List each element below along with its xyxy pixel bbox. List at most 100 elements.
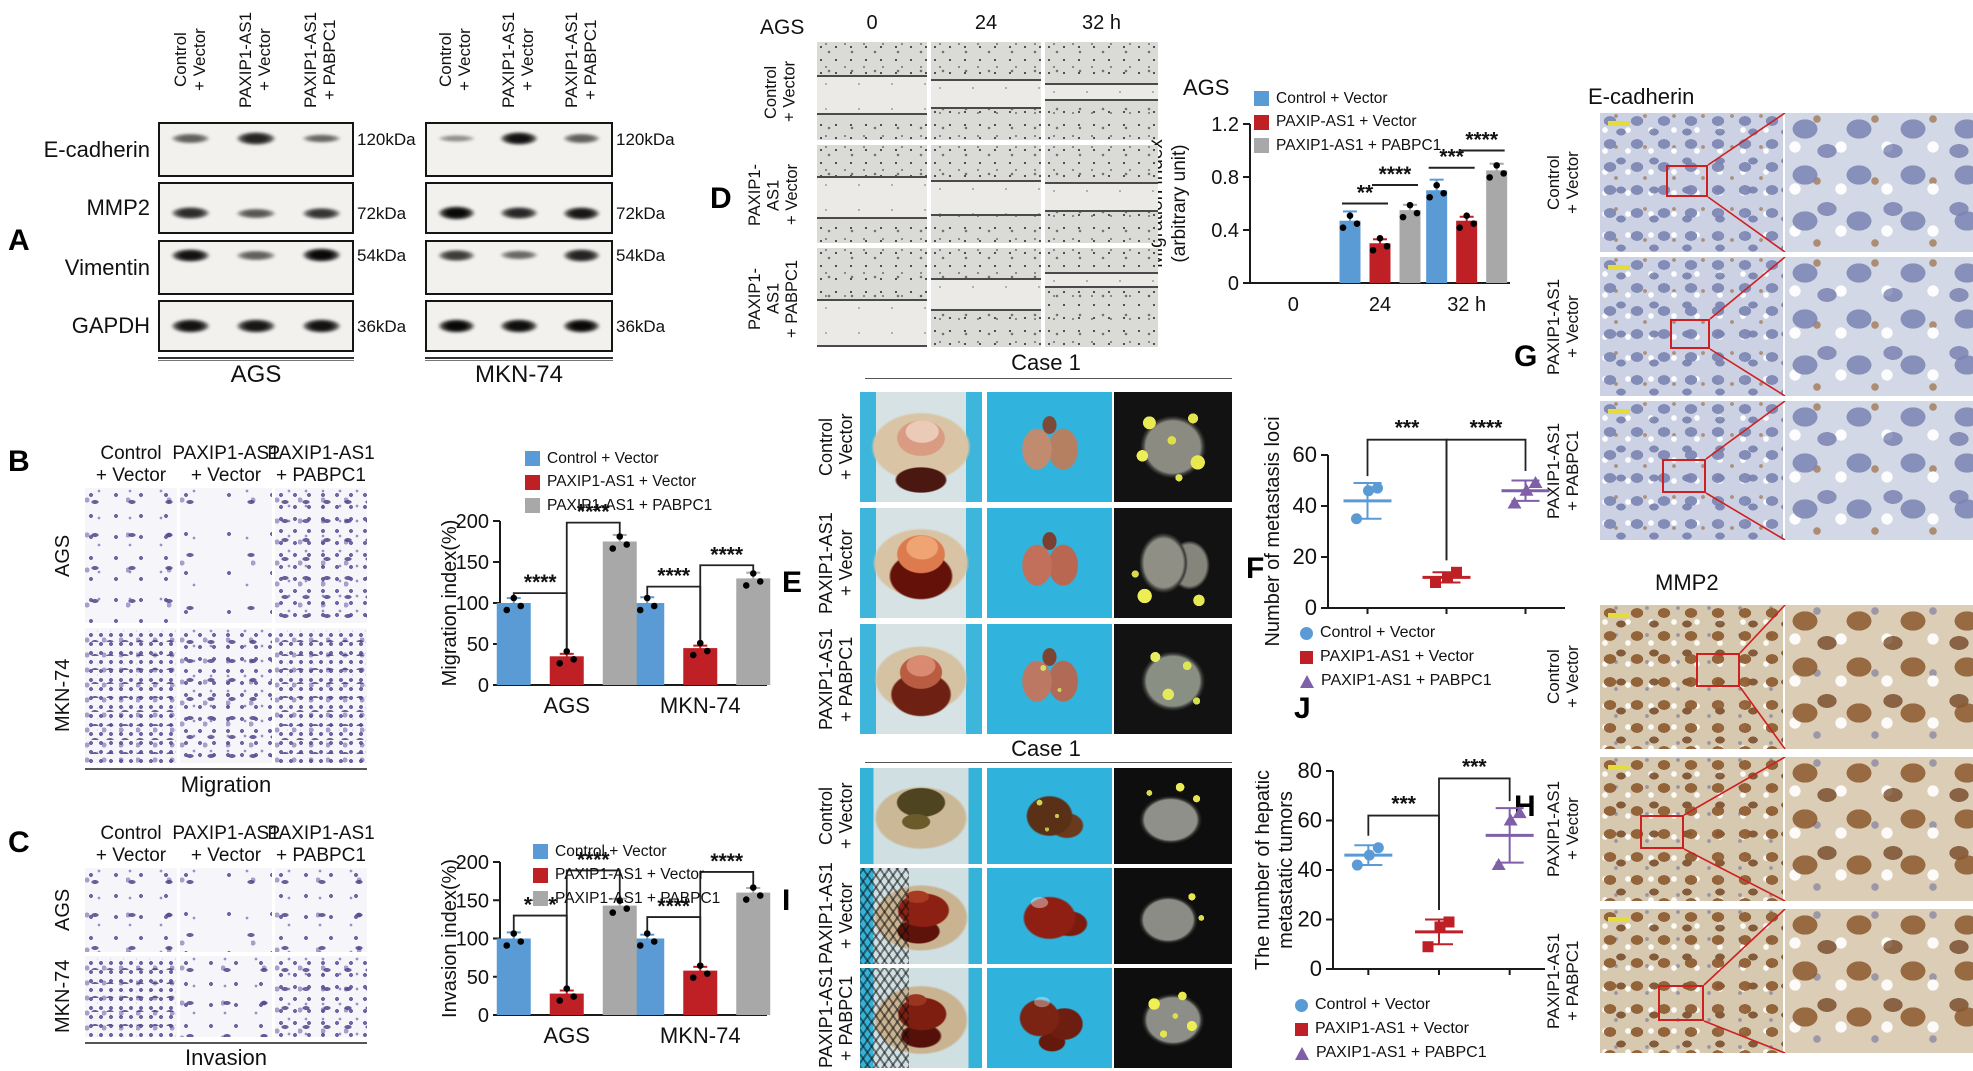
ihc-row: [1600, 257, 1973, 396]
wound-row-label: PAXIP1- AS1 + Vector: [746, 163, 801, 227]
transwell-image: [85, 868, 177, 952]
legend-item: PAXIP1-AS1 + PABPC1: [533, 887, 720, 911]
row-label-cellline: MKN-74: [52, 959, 74, 1034]
wound-image: [817, 42, 927, 140]
kda-label: 72kDa: [357, 204, 407, 224]
blot-lane-label: PAXIP1-AS1 + PABPC1: [561, 11, 600, 109]
legend-item: PAXIP1-AS1 + Vector: [525, 471, 712, 495]
legend-marker: [525, 498, 540, 514]
time-header: 0: [866, 12, 878, 34]
blot-band: [296, 246, 347, 265]
legend-marker: [525, 451, 540, 467]
legend-marker: [1300, 674, 1314, 688]
ihc-image-magnified: [1785, 909, 1973, 1053]
case-line-e: [865, 378, 1232, 379]
panel-label-b: B: [8, 445, 30, 478]
protein-label: Vimentin: [64, 254, 150, 280]
protein-label: MMP2: [86, 195, 150, 220]
svg-text:20: 20: [1298, 907, 1322, 932]
data-point: [1430, 577, 1441, 588]
legend-item: PAXIP1-AS1 + PABPC1: [525, 494, 712, 518]
blot-box: [425, 240, 613, 295]
svg-text:***: ***: [1439, 146, 1464, 169]
animal-photo: [987, 392, 1112, 502]
col-header: PAXIP1-AS1 + Vector: [172, 823, 280, 866]
wound-gap: [931, 277, 1041, 312]
kda-label: 120kDa: [357, 129, 416, 149]
data-point: [1528, 476, 1543, 489]
wound-gap: [1045, 83, 1158, 101]
scale-bar: [1608, 409, 1630, 414]
ihc-row-label: Control + Vector: [1544, 151, 1582, 214]
svg-text:****: ****: [1379, 163, 1413, 186]
kda-label: 120kDa: [616, 129, 675, 149]
animal-photo: [860, 392, 982, 502]
svg-text:AGS: AGS: [1183, 75, 1229, 100]
panel-label-c: C: [8, 826, 30, 859]
svg-text:200: 200: [456, 511, 489, 533]
row-label-cellline: MKN-74: [52, 658, 74, 733]
legend-marker: [525, 474, 540, 490]
animal-photo: [860, 624, 982, 734]
data-point: [1451, 566, 1462, 578]
wound-gap: [817, 176, 927, 220]
legend-label: PAXIP1-AS1 + PABPC1: [547, 496, 713, 514]
transwell-image: [275, 956, 367, 1037]
wound-row-label: Control + Vector: [762, 61, 799, 123]
legend-item: Control + Vector: [1295, 993, 1487, 1017]
svg-text:****: ****: [524, 571, 558, 594]
svg-text:40: 40: [1298, 857, 1322, 882]
invasion-caption-line: [85, 1042, 367, 1044]
transwell-image: [180, 868, 272, 952]
bar: [1456, 220, 1478, 283]
invasion-index-chart: 0 50 100 150 200 Invasion index(%) AGS MKN-74 **…: [430, 840, 775, 1071]
ihc-title-mmp2: MMP2: [1655, 570, 1719, 595]
transwell-image: [275, 868, 367, 952]
transwell-image: [180, 956, 272, 1037]
protein-label: E-cadherin: [43, 136, 150, 162]
blot-band: [495, 249, 543, 262]
legend-label: Control + Vector: [1276, 89, 1388, 107]
blot-box: [425, 122, 613, 177]
col-header: PAXIP1-AS1 + PABPC1: [267, 443, 375, 486]
ihc-image-magnified: [1785, 401, 1973, 540]
ihc-image-magnified: [1785, 257, 1973, 396]
chart-d-svg: 00.40.81.2Migration index(arbitrary unit…: [1146, 75, 1510, 316]
wound-image: [931, 145, 1041, 243]
kda-label: 54kDa: [616, 246, 666, 266]
data-point: [1422, 941, 1434, 953]
blot-band: [231, 317, 281, 335]
animal-photo: [987, 868, 1112, 964]
legend-label: PAXIP1-AS1 + Vector: [1320, 648, 1475, 665]
panel-label-d: D: [710, 182, 732, 215]
panel-label-f: F: [1246, 552, 1265, 585]
legend-item: Control + Vector: [1254, 87, 1441, 111]
animal-row-label: Control + Vector: [816, 782, 856, 850]
data-point: [1372, 842, 1384, 854]
data-point: [1512, 806, 1527, 819]
svg-text:0: 0: [478, 675, 489, 697]
scale-bar: [1608, 121, 1630, 126]
migration-caption-line: [85, 768, 367, 770]
blot-box: [425, 300, 613, 352]
transwell-image: [180, 488, 272, 623]
blot-underline: [158, 357, 354, 361]
legend-label: Control + Vector: [1320, 624, 1436, 641]
wound-image: [1045, 42, 1158, 140]
svg-text:***: ***: [1462, 755, 1487, 778]
ihc-inset-box: [1696, 653, 1740, 687]
bar: [683, 648, 718, 685]
svg-text:0: 0: [478, 1005, 489, 1027]
blot-lane-label: Control + Vector: [170, 28, 209, 92]
blot-band: [165, 317, 216, 335]
legend: Control + Vector PAXIP1-AS1 + Vector PAXIP…: [533, 840, 720, 911]
animal-photo: [860, 768, 982, 864]
scale-bar: [1608, 765, 1630, 770]
data-point: [1372, 482, 1383, 494]
animal-photo: [1114, 768, 1232, 864]
wound-image: [1045, 248, 1158, 347]
protein-label: GAPDH: [71, 313, 150, 338]
chart-j-svg: 0 20 40 60 80 The number of hepatic metastatic…: [1252, 755, 1545, 981]
